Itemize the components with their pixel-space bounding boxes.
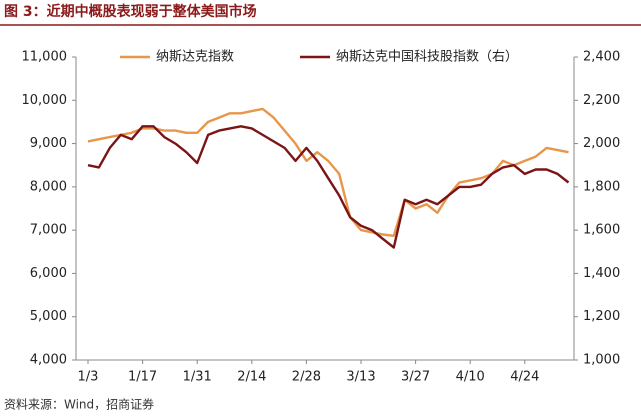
y-tick-label: 4,000	[30, 353, 67, 368]
y2-tick-label: 1,400	[583, 266, 620, 281]
legend-label: 纳斯达克指数	[156, 50, 234, 65]
y2-tick-label: 2,400	[583, 50, 620, 65]
y-tick-label: 10,000	[22, 93, 68, 108]
x-tick-label: 4/10	[456, 370, 485, 385]
y2-tick-label: 2,200	[583, 93, 620, 108]
y-tick-label: 9,000	[30, 136, 67, 151]
y2-tick-label: 1,200	[583, 309, 620, 324]
y-tick-label: 5,000	[30, 309, 67, 324]
series-line	[87, 107, 569, 237]
y-tick-label: 8,000	[30, 179, 67, 194]
y2-tick-label: 1,800	[583, 179, 620, 194]
source-note: 资料来源：Wind，招商证券	[4, 397, 154, 412]
x-tick-label: 3/27	[401, 370, 430, 385]
x-tick-label: 2/14	[237, 370, 266, 385]
x-tick-label: 4/24	[510, 370, 539, 385]
y-tick-label: 6,000	[30, 266, 67, 281]
legend-label: 纳斯达克中国科技股指数（右）	[336, 50, 518, 65]
y2-tick-label: 2,000	[583, 136, 620, 151]
x-tick-label: 1/17	[128, 370, 157, 385]
x-tick-label: 1/31	[183, 370, 212, 385]
y2-tick-label: 1,600	[583, 223, 620, 238]
x-tick-label: 1/3	[78, 370, 99, 385]
chart-title: 图 3：近期中概股表现弱于整体美国市场	[4, 3, 257, 20]
y-tick-label: 11,000	[22, 50, 68, 65]
y2-tick-label: 1,000	[583, 353, 620, 368]
x-tick-label: 2/28	[292, 370, 321, 385]
y-tick-label: 7,000	[30, 223, 67, 238]
series-line	[87, 125, 570, 249]
x-tick-label: 3/13	[346, 370, 375, 385]
